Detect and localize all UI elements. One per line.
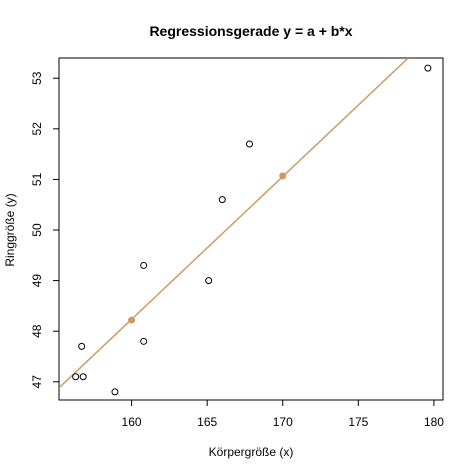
- x-tick-label: 180: [424, 415, 444, 429]
- y-tick-label: 49: [30, 274, 44, 288]
- y-tick-label: 48: [30, 324, 44, 338]
- y-tick-label: 51: [30, 172, 44, 186]
- regression-line: [59, 58, 409, 389]
- x-tick-label: 165: [197, 415, 217, 429]
- x-tick-label: 175: [348, 415, 368, 429]
- x-tick-label: 170: [273, 415, 293, 429]
- data-point: [245, 140, 253, 148]
- data-point: [140, 337, 148, 345]
- y-axis-label: Ringgröße (y): [3, 193, 17, 266]
- data-point: [111, 388, 119, 396]
- data-point: [218, 196, 226, 204]
- x-axis-label: Körpergröße (x): [209, 445, 294, 459]
- x-tick-label: 160: [122, 415, 142, 429]
- regression-point: [128, 316, 136, 324]
- data-point: [424, 64, 432, 72]
- plot-frame: [58, 57, 444, 401]
- plot-area: 160 165 170 175 180 47 48 49 50 51 52 53: [30, 57, 444, 429]
- data-point: [140, 261, 148, 269]
- data-point: [205, 277, 213, 285]
- data-point: [72, 373, 80, 381]
- y-tick-label: 50: [30, 223, 44, 237]
- y-tick-label: 47: [30, 375, 44, 389]
- chart-title: Regressionsgerade y = a + b*x: [149, 23, 352, 39]
- y-tick-label: 52: [30, 122, 44, 136]
- y-tick-label: 53: [30, 71, 44, 85]
- regression-point: [279, 172, 287, 180]
- data-point: [79, 373, 87, 381]
- data-point: [78, 342, 86, 350]
